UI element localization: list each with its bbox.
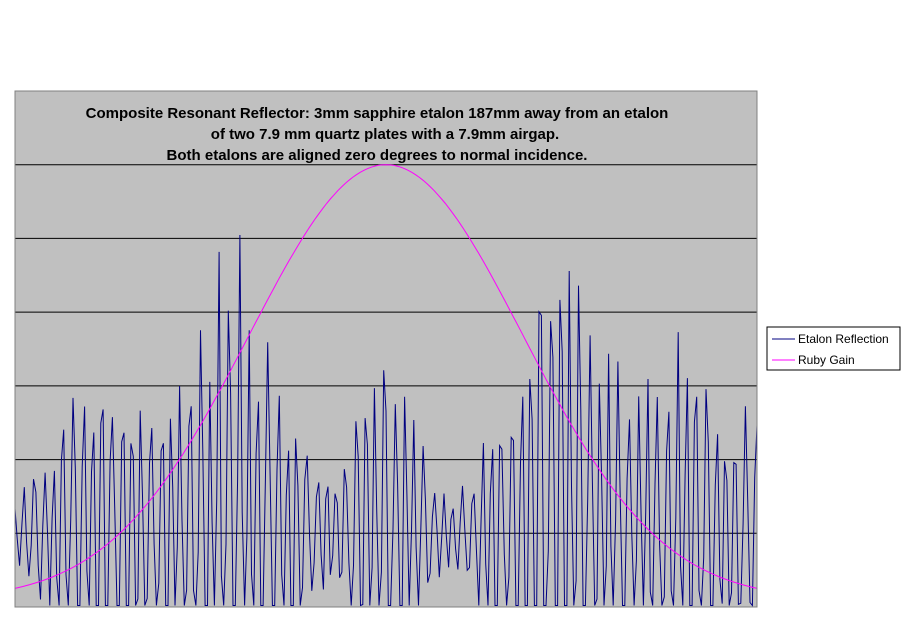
chart-title: Composite Resonant Reflector: 3mm sapphi… [86, 105, 669, 164]
legend: Etalon Reflection Ruby Gain [766, 326, 901, 371]
chart-title-line-1: Composite Resonant Reflector: 3mm sapphi… [86, 105, 669, 122]
legend-label-ruby-gain: Ruby Gain [798, 353, 855, 367]
chart-title-line-2: of two 7.9 mm quartz plates with a 7.9mm… [211, 126, 559, 143]
plot-border [14, 90, 758, 608]
series-layer [14, 164, 758, 607]
series-line-etalon-reflection [14, 234, 758, 607]
legend-box [766, 326, 901, 371]
legend-label-etalon-reflection: Etalon Reflection [798, 332, 889, 346]
series-line-ruby-gain [14, 164, 758, 589]
chart-title-line-3: Both etalons are aligned zero degrees to… [167, 147, 588, 164]
